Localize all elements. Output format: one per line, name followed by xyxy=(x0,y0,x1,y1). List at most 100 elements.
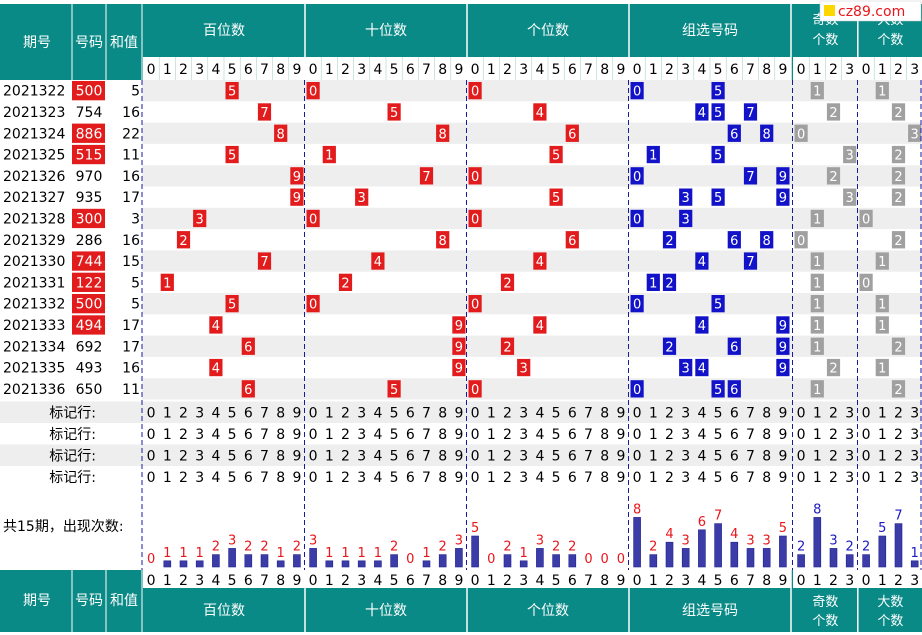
marker-digit: 1 xyxy=(325,470,334,486)
count-label: 5 xyxy=(471,521,479,536)
group-ball xyxy=(760,231,774,249)
marker-digit: 4 xyxy=(697,448,706,464)
position-ball-digit: 0 xyxy=(471,298,479,313)
marker-digit: 5 xyxy=(714,405,723,421)
marker-digit: 1 xyxy=(163,448,172,464)
count-label: 3 xyxy=(228,533,236,548)
group-ball xyxy=(711,103,725,121)
group-ball xyxy=(630,295,644,313)
marker-digit: 0 xyxy=(862,427,871,443)
marker-digit: 1 xyxy=(649,448,658,464)
footer-digit-strip xyxy=(143,570,305,588)
count-ball xyxy=(810,380,824,398)
marker-digit: 1 xyxy=(878,470,887,486)
count-bar xyxy=(163,560,172,568)
marker-digit: 8 xyxy=(276,405,285,421)
count-label: 2 xyxy=(260,540,268,555)
count-ball-digit: 1 xyxy=(813,276,821,291)
count-bar xyxy=(762,548,771,568)
group-ball-digit: 7 xyxy=(746,170,754,185)
group-ball-digit: 6 xyxy=(730,340,738,355)
count-label: 7 xyxy=(714,509,722,524)
marker-digit: 2 xyxy=(665,448,674,464)
position-ball-digit: 2 xyxy=(503,340,511,355)
count-label: 2 xyxy=(293,540,301,555)
footer-digit: 2 xyxy=(829,573,838,589)
marker-digit: 1 xyxy=(325,427,334,443)
count-ball xyxy=(875,295,889,313)
count-ball-digit: 1 xyxy=(813,383,821,398)
group-ball xyxy=(711,145,725,164)
marker-digit: 3 xyxy=(519,405,528,421)
number-header: 号码 xyxy=(75,35,103,51)
position-ball xyxy=(290,167,304,185)
number-cell: 500 xyxy=(76,84,103,100)
count-ball-digit: 2 xyxy=(829,362,837,377)
marker-digit: 9 xyxy=(616,448,625,464)
group-ball xyxy=(679,358,693,377)
group-header: 个位数 xyxy=(527,23,569,39)
marker-digit: 2 xyxy=(894,470,903,486)
digit-header: 2 xyxy=(503,62,512,78)
marker-digit: 1 xyxy=(813,427,822,443)
count-ball-digit: 3 xyxy=(911,127,919,142)
digit-header: 5 xyxy=(552,62,561,78)
marker-digit: 2 xyxy=(829,470,838,486)
count-bar xyxy=(779,535,787,568)
digit-header: 1 xyxy=(649,62,658,78)
marker-row-label: 标记行: xyxy=(49,470,96,486)
marker-digit: 0 xyxy=(797,427,806,443)
count-bar xyxy=(910,560,919,568)
count-bar xyxy=(422,560,431,568)
footer-digit: 0 xyxy=(633,573,642,589)
marker-digit: 2 xyxy=(179,427,188,443)
number-cell: 935 xyxy=(76,190,103,206)
sum-cell: 3 xyxy=(131,211,140,227)
position-ball-digit: 2 xyxy=(503,276,511,291)
group-ball xyxy=(662,273,677,291)
position-ball xyxy=(436,231,450,249)
footer-group-header: 十位数 xyxy=(365,603,407,619)
footer-group-header: 百位数 xyxy=(203,603,245,619)
footer-group-header: 个位数 xyxy=(527,603,569,619)
count-ball-digit: 0 xyxy=(862,212,870,227)
marker-row-label: 标记行: xyxy=(49,448,96,464)
group-ball xyxy=(743,252,758,270)
row-stripe xyxy=(142,165,922,187)
marker-digit: 0 xyxy=(862,470,871,486)
footer-group-header-line2: 个数 xyxy=(877,614,903,629)
group-ball-digit: 5 xyxy=(714,383,722,398)
group-ball xyxy=(679,188,693,206)
marker-digit: 8 xyxy=(276,448,285,464)
marker-digit: 7 xyxy=(746,405,755,421)
marker-digit: 3 xyxy=(195,448,204,464)
group-ball xyxy=(646,273,660,291)
group-ball xyxy=(776,167,790,185)
count-ball xyxy=(843,145,857,164)
digit-header: 5 xyxy=(228,62,237,78)
count-label: 7 xyxy=(894,509,902,524)
footer-digit-strip xyxy=(858,570,922,588)
count-bar xyxy=(260,554,269,568)
count-label: 2 xyxy=(862,540,870,555)
digit-header: 7 xyxy=(260,62,269,78)
position-ball-digit: 2 xyxy=(179,234,187,249)
position-ball-digit: 3 xyxy=(196,212,204,227)
count-ball-digit: 0 xyxy=(862,276,870,291)
digit-header: 3 xyxy=(681,62,690,78)
group-ball-digit: 7 xyxy=(746,106,754,121)
footer-digit: 6 xyxy=(730,573,739,589)
count-ball-digit: 1 xyxy=(813,255,821,270)
count-ball xyxy=(875,252,889,270)
position-ball-digit: 6 xyxy=(568,234,576,249)
position-ball xyxy=(549,188,563,206)
group-ball-digit: 0 xyxy=(633,298,641,313)
marker-digit: 6 xyxy=(730,427,739,443)
count-bar xyxy=(341,560,350,568)
footer-digit: 0 xyxy=(471,573,480,589)
position-ball-digit: 1 xyxy=(163,276,171,291)
marker-digit: 1 xyxy=(878,427,887,443)
group-ball xyxy=(711,295,725,313)
marker-row-label: 标记行: xyxy=(49,427,96,443)
digit-header: 7 xyxy=(422,62,431,78)
